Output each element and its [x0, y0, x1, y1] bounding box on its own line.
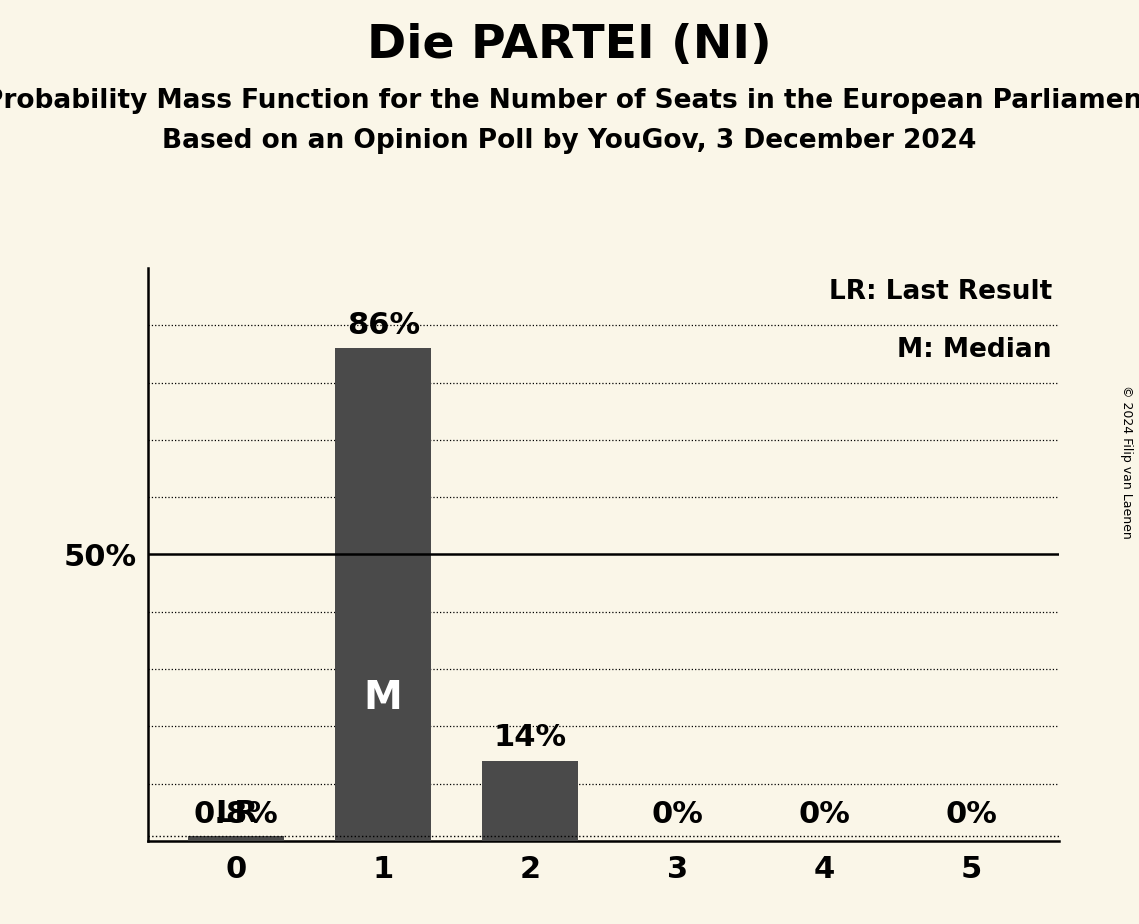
Text: 0%: 0%	[652, 800, 703, 830]
Text: Based on an Opinion Poll by YouGov, 3 December 2024: Based on an Opinion Poll by YouGov, 3 De…	[163, 128, 976, 153]
Text: Probability Mass Function for the Number of Seats in the European Parliament: Probability Mass Function for the Number…	[0, 88, 1139, 114]
Text: 0%: 0%	[798, 800, 850, 830]
Text: M: Median: M: Median	[898, 336, 1052, 363]
Text: 0.8%: 0.8%	[194, 800, 279, 830]
Text: 0%: 0%	[945, 800, 997, 830]
Text: M: M	[363, 678, 402, 717]
Bar	[336, 348, 431, 841]
Text: LR: Last Result: LR: Last Result	[829, 279, 1052, 306]
Text: © 2024 Filip van Laenen: © 2024 Filip van Laenen	[1121, 385, 1133, 539]
Bar	[188, 836, 284, 841]
Bar	[483, 760, 577, 841]
Text: LR: LR	[215, 798, 257, 828]
Text: 14%: 14%	[493, 723, 567, 752]
Text: 86%: 86%	[346, 310, 420, 340]
Text: Die PARTEI (NI): Die PARTEI (NI)	[367, 23, 772, 68]
